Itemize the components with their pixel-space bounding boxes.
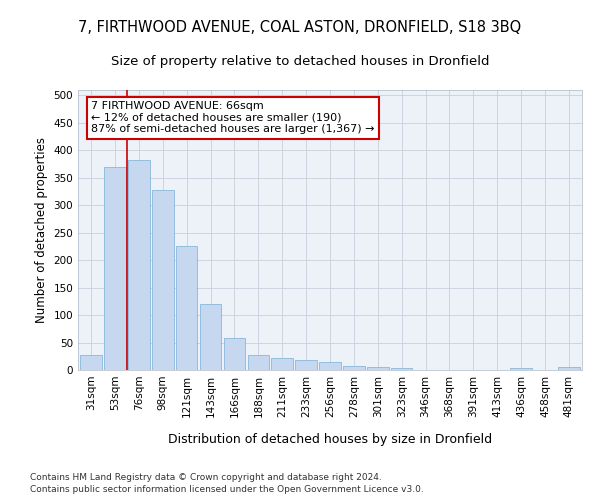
Bar <box>271 358 293 370</box>
Bar <box>343 366 365 370</box>
Bar <box>152 190 173 370</box>
Text: 7, FIRTHWOOD AVENUE, COAL ASTON, DRONFIELD, S18 3BQ: 7, FIRTHWOOD AVENUE, COAL ASTON, DRONFIE… <box>79 20 521 35</box>
Bar <box>295 360 317 370</box>
Y-axis label: Number of detached properties: Number of detached properties <box>35 137 48 323</box>
Text: Distribution of detached houses by size in Dronfield: Distribution of detached houses by size … <box>168 432 492 446</box>
Bar <box>319 362 341 370</box>
Bar <box>248 354 269 370</box>
Bar <box>224 338 245 370</box>
Bar <box>200 304 221 370</box>
Bar <box>104 167 126 370</box>
Bar <box>511 368 532 370</box>
Bar <box>176 246 197 370</box>
Bar <box>80 354 102 370</box>
Bar <box>391 368 412 370</box>
Bar <box>558 368 580 370</box>
Bar <box>367 368 389 370</box>
Bar <box>128 160 149 370</box>
Text: Size of property relative to detached houses in Dronfield: Size of property relative to detached ho… <box>111 55 489 68</box>
Text: Contains HM Land Registry data © Crown copyright and database right 2024.: Contains HM Land Registry data © Crown c… <box>30 472 382 482</box>
Text: Contains public sector information licensed under the Open Government Licence v3: Contains public sector information licen… <box>30 485 424 494</box>
Text: 7 FIRTHWOOD AVENUE: 66sqm
← 12% of detached houses are smaller (190)
87% of semi: 7 FIRTHWOOD AVENUE: 66sqm ← 12% of detac… <box>91 101 374 134</box>
